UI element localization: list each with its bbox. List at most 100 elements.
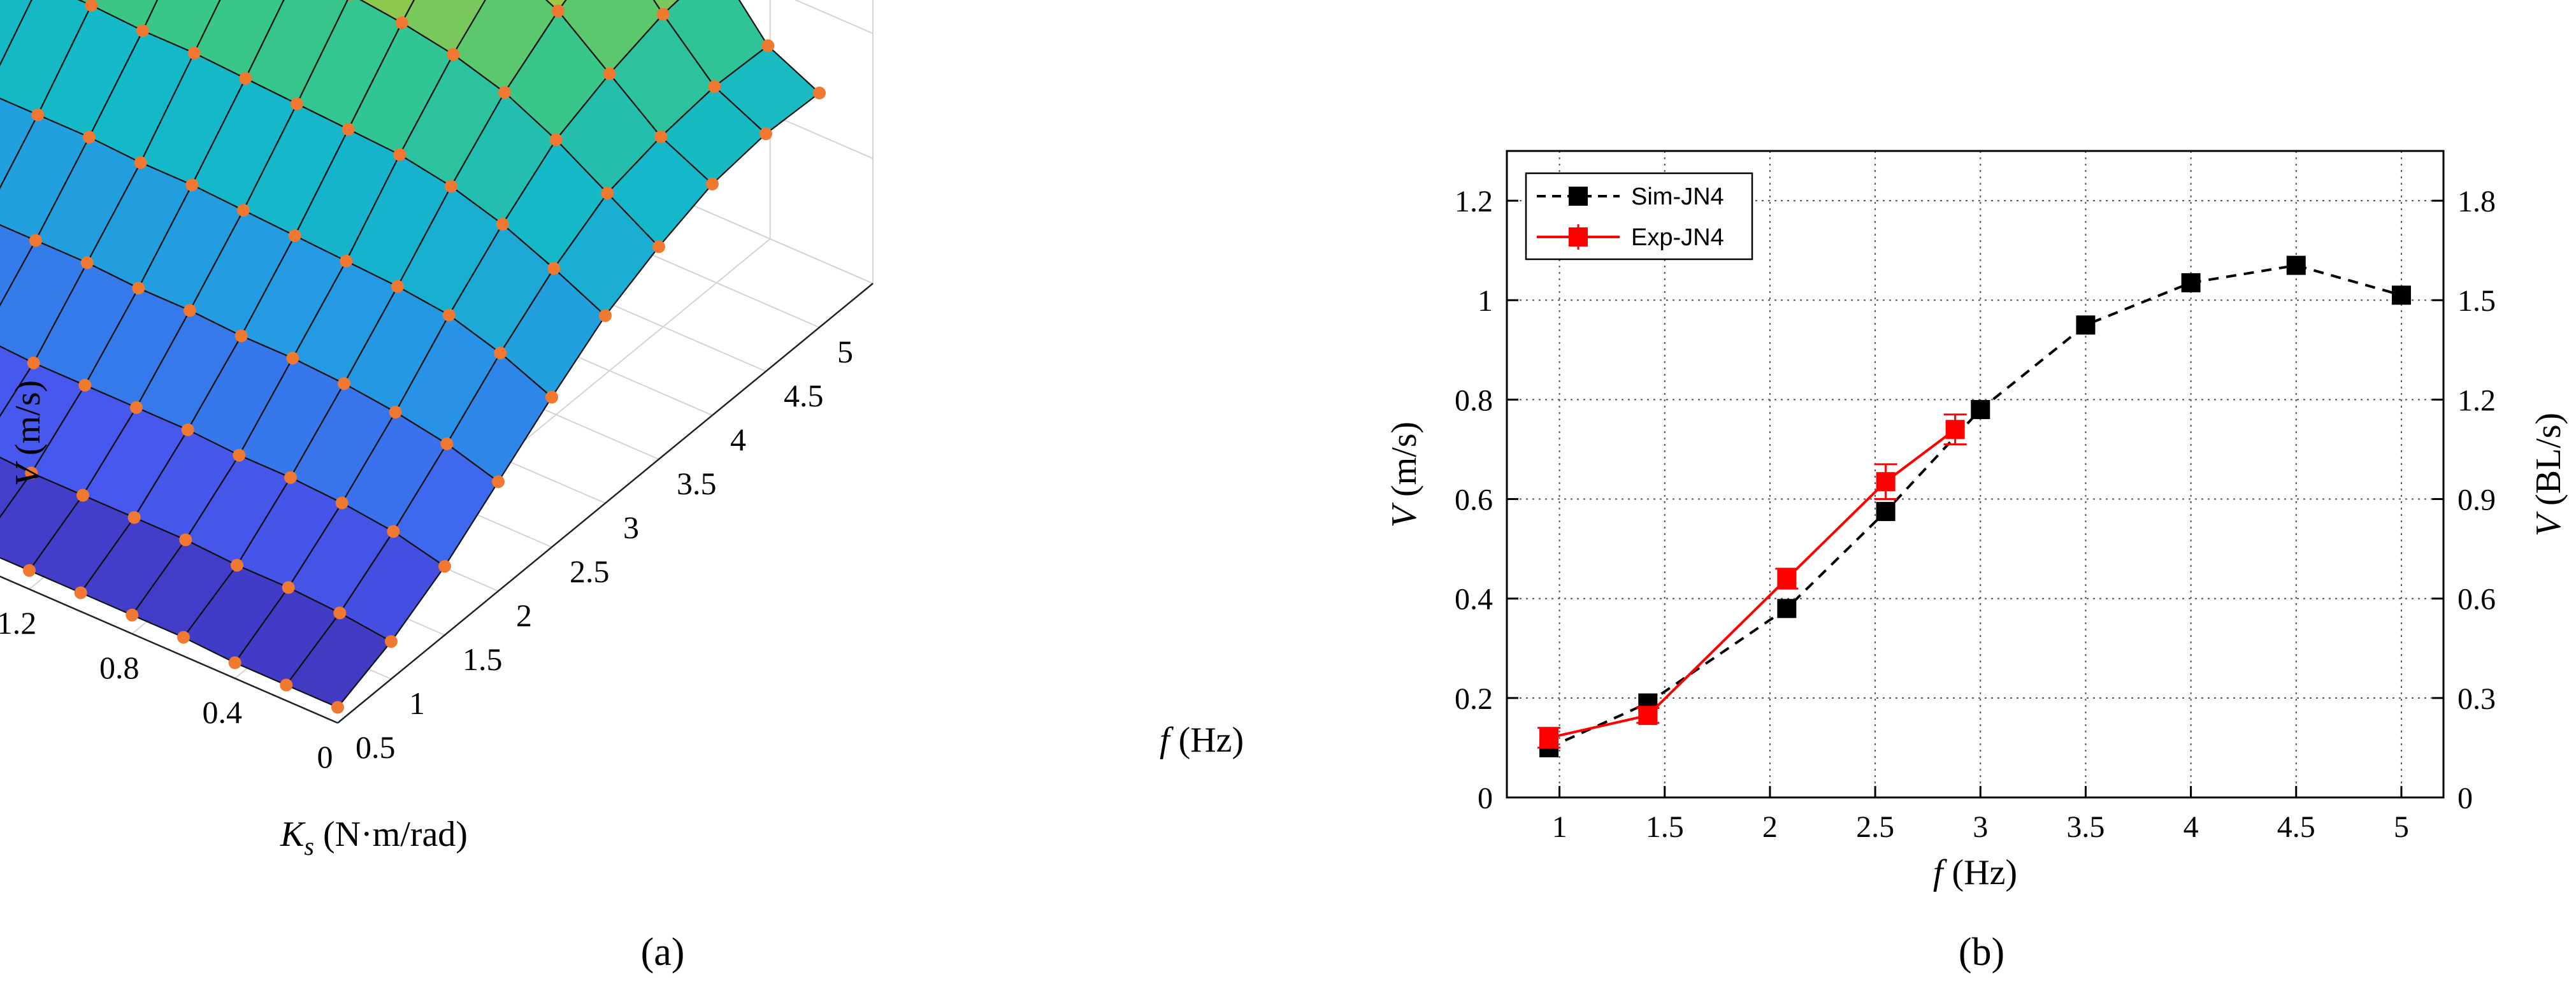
- surface-data-point: [23, 564, 36, 577]
- surface-data-point: [286, 352, 299, 365]
- panel-a-axes: [0, 283, 874, 724]
- surface-data-point: [395, 16, 408, 29]
- f-tick-label: 4.5: [784, 378, 824, 413]
- panel-b-plot-frame: [1506, 150, 2445, 799]
- surface-data-point: [127, 511, 141, 524]
- y-tick-label-left: 0.4: [1455, 583, 1493, 617]
- x-tick-label: 3: [1973, 810, 1988, 844]
- f-tick-label: 3.5: [677, 466, 717, 501]
- surface-data-point: [603, 67, 616, 80]
- panel-b-legend: Sim-JN4 Exp-JN4: [1525, 172, 1753, 261]
- y-tick-label-right: 1.5: [2457, 284, 2496, 318]
- panel-b-y-label-right-symbol: V: [2529, 511, 2568, 536]
- exp-jn4-point: [1876, 472, 1896, 492]
- y-tick-label-left: 1.2: [1455, 185, 1493, 218]
- surface-data-point: [179, 533, 192, 547]
- sim-jn4-point: [2076, 315, 2096, 335]
- x-tick-label: 2.5: [1856, 810, 1894, 844]
- surface-data-point: [288, 229, 301, 242]
- surface-data-point: [549, 133, 563, 146]
- surface-data-point: [652, 240, 665, 254]
- surface-data-point: [228, 656, 241, 669]
- panel-b-y-label-right-unit: (BL/s): [2529, 413, 2568, 515]
- surface-data-point: [552, 4, 565, 18]
- x-tick-label: 5: [2394, 810, 2409, 844]
- surface-data-point: [74, 586, 87, 599]
- surface-data-point: [494, 347, 507, 360]
- f-tick-label: 0.5: [356, 729, 396, 765]
- legend-sim-marker: [1569, 187, 1588, 206]
- surface-data-point: [498, 86, 511, 99]
- surface-data-point: [547, 262, 561, 275]
- panel-b-x-label-unit: (Hz): [1943, 853, 2017, 892]
- surface-data-point: [291, 97, 303, 110]
- surface-data-point: [447, 48, 460, 61]
- y-tick-label-left: 1: [1478, 284, 1493, 318]
- surface-data-point: [136, 24, 149, 38]
- x-tick-label: 2: [1762, 810, 1778, 844]
- surface-data-point: [391, 280, 404, 293]
- y-tick-label-right: 1.8: [2457, 185, 2496, 218]
- surface-data-point: [185, 178, 199, 192]
- surface-data-point: [177, 631, 190, 644]
- f-tick-label: 5: [837, 334, 853, 369]
- panel-b-y-label-left-unit: (m/s): [1385, 422, 1424, 506]
- surface-data-point: [333, 606, 347, 620]
- surface-data-point: [187, 46, 201, 60]
- surface-data-point: [130, 401, 143, 414]
- f-tick-label: 1: [409, 685, 425, 721]
- surface-data-point: [132, 282, 145, 295]
- surface-data-point: [445, 180, 457, 193]
- f-tick-label: 2.5: [570, 554, 610, 589]
- panel-a-caption: (a): [641, 931, 685, 974]
- sim-jn4-line: [1548, 264, 2402, 749]
- y-tick-label-right: 0.6: [2457, 583, 2496, 617]
- sim-jn4-point: [2391, 285, 2411, 305]
- y-tick-label-right: 0.9: [2457, 483, 2496, 517]
- f-tick-label: 2: [516, 597, 532, 633]
- x-tick-label: 4.5: [2277, 810, 2315, 844]
- legend-box: [1525, 172, 1753, 261]
- panel-a-y-axis-label: f (Hz): [1160, 720, 1244, 760]
- surface-data-point: [708, 80, 721, 93]
- exp-jn4-point: [1539, 728, 1559, 748]
- surface-data-point: [393, 148, 407, 161]
- surface-data-point: [31, 108, 45, 122]
- surface-data-point: [27, 356, 40, 369]
- y-tick-label-left: 0.6: [1455, 483, 1493, 517]
- exp-jn4-point: [1638, 706, 1658, 725]
- surface-data-point: [387, 525, 400, 538]
- ks-tick-label: 0.4: [202, 694, 242, 730]
- y-tick-label-left: 0: [1478, 782, 1493, 815]
- surface-data-point: [282, 581, 295, 594]
- surface-data-point: [331, 701, 344, 714]
- axis-line-ks: [0, 575, 338, 724]
- panel-b-caption: (b): [1959, 931, 2004, 974]
- panel-a-z-label-unit: (m/s): [8, 380, 48, 464]
- y-tick-label-right: 1.2: [2457, 383, 2496, 417]
- sim-jn4-point: [1876, 502, 1896, 522]
- surface-data-point: [438, 560, 451, 573]
- panel-b-axis-ticks: 1 1.5 2 2.5 3 3.5 4 4.5 5 0 0.2 0.4 0.6 0.8 1 1.2 0 0.3 0.…: [1455, 185, 2496, 844]
- surface-data-point: [654, 130, 668, 143]
- y-tick-label-left: 0.8: [1455, 383, 1493, 417]
- panel-a-surface: [0, 0, 821, 708]
- surface-data-point: [83, 131, 96, 144]
- x-tick-label: 4: [2184, 810, 2199, 844]
- series-sim-jn4: [1539, 255, 2411, 757]
- surface-data-point: [492, 475, 505, 489]
- surface-data-point: [76, 489, 89, 502]
- surface-data-point: [134, 156, 147, 169]
- sim-jn4-point: [2181, 273, 2201, 292]
- surface-data-point: [338, 377, 350, 390]
- panel-a-x-label-unit: (N·m/rad): [314, 815, 468, 854]
- surface-data-point: [342, 122, 355, 136]
- surface-data-point: [389, 406, 402, 418]
- surface-data-point: [233, 448, 246, 462]
- surface-data-point: [29, 234, 42, 247]
- exp-jn4-point: [1777, 569, 1797, 589]
- panel-a-x-label-symbol: K: [280, 815, 306, 854]
- surface-data-point: [280, 678, 293, 692]
